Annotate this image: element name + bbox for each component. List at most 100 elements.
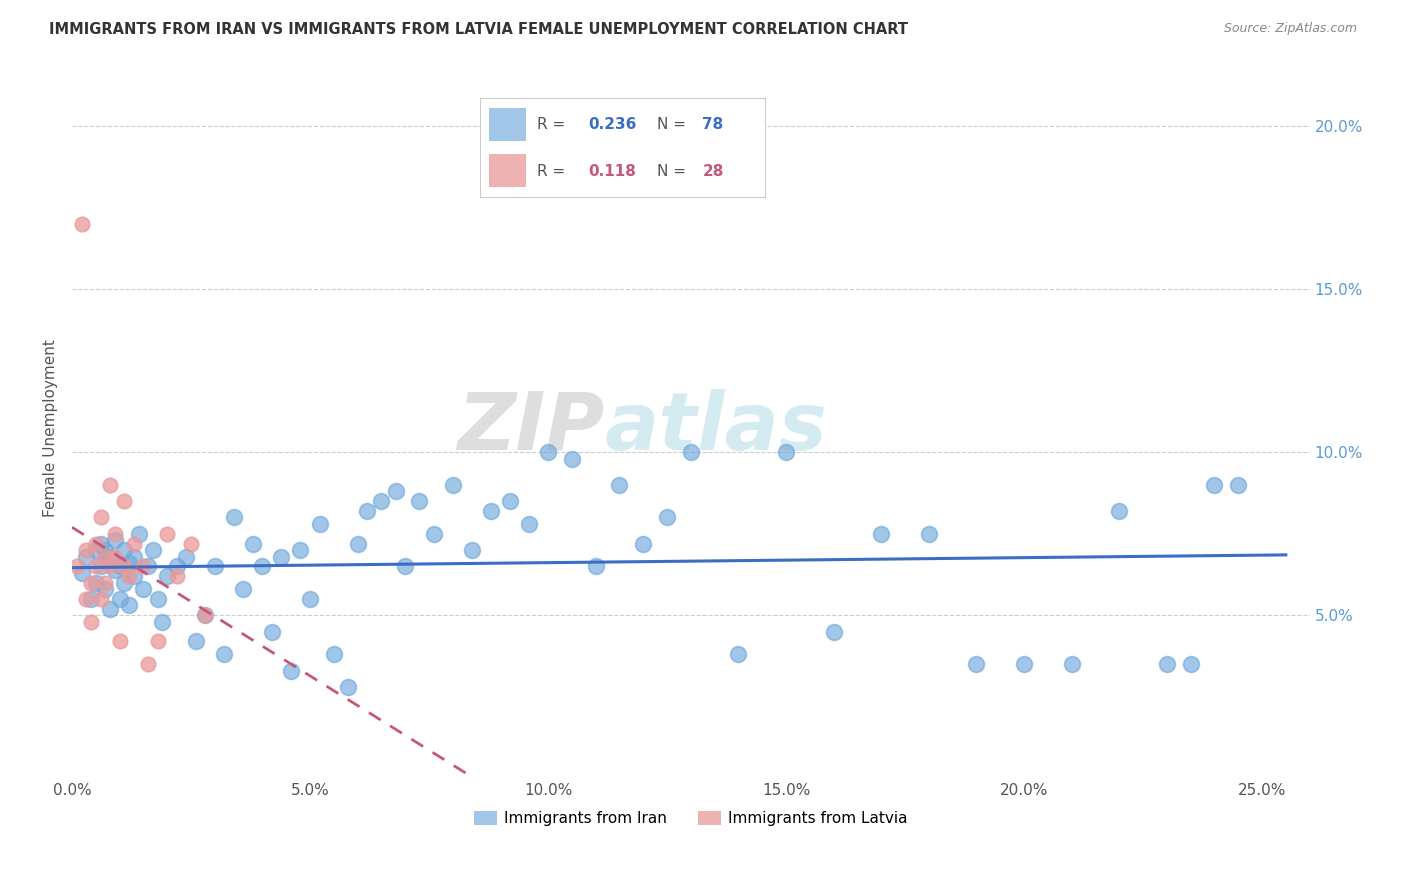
Immigrants from Iran [118,599,141,613]
Immigrants from Latvia [94,549,117,564]
Immigrants from Iran [122,549,145,564]
Immigrants from Latvia [90,591,112,606]
Immigrants from Iran [441,478,464,492]
Immigrants from Iran [1012,657,1035,672]
Immigrants from Latvia [166,569,188,583]
Immigrants from Iran [1156,657,1178,672]
Immigrants from Iran [156,569,179,583]
Immigrants from Iran [184,634,207,648]
Immigrants from Latvia [80,615,103,629]
Immigrants from Iran [152,615,174,629]
Y-axis label: Female Unemployment: Female Unemployment [44,339,58,516]
Immigrants from Iran [136,559,159,574]
Immigrants from Iran [222,510,245,524]
Immigrants from Latvia [156,526,179,541]
Immigrants from Latvia [104,526,127,541]
Immigrants from Latvia [70,217,93,231]
Immigrants from Iran [128,526,150,541]
Immigrants from Iran [84,543,107,558]
Immigrants from Latvia [136,657,159,672]
Immigrants from Iran [655,510,678,524]
Text: atlas: atlas [605,389,827,467]
Immigrants from Latvia [146,634,169,648]
Immigrants from Latvia [98,478,121,492]
Immigrants from Iran [1060,657,1083,672]
Immigrants from Latvia [66,559,89,574]
Immigrants from Latvia [98,559,121,574]
Immigrants from Latvia [84,536,107,550]
Immigrants from Iran [112,575,135,590]
Immigrants from Latvia [75,591,97,606]
Immigrants from Iran [174,549,197,564]
Immigrants from Iran [75,549,97,564]
Immigrants from Iran [870,526,893,541]
Immigrants from Iran [823,624,845,639]
Text: IMMIGRANTS FROM IRAN VS IMMIGRANTS FROM LATVIA FEMALE UNEMPLOYMENT CORRELATION C: IMMIGRANTS FROM IRAN VS IMMIGRANTS FROM … [49,22,908,37]
Immigrants from Iran [214,648,236,662]
Immigrants from Iran [84,575,107,590]
Immigrants from Iran [561,451,583,466]
Immigrants from Iran [585,559,607,574]
Immigrants from Latvia [112,494,135,508]
Immigrants from Iran [918,526,941,541]
Immigrants from Latvia [94,575,117,590]
Immigrants from Iran [204,559,226,574]
Immigrants from Iran [112,543,135,558]
Immigrants from Iran [337,680,360,694]
Immigrants from Iran [232,582,254,597]
Immigrants from Iran [280,664,302,678]
Immigrants from Iran [194,608,217,623]
Immigrants from Iran [537,445,560,459]
Immigrants from Latvia [118,569,141,583]
Immigrants from Latvia [108,634,131,648]
Text: Source: ZipAtlas.com: Source: ZipAtlas.com [1223,22,1357,36]
Immigrants from Latvia [90,510,112,524]
Immigrants from Latvia [122,536,145,550]
Immigrants from Latvia [180,536,202,550]
Immigrants from Iran [1204,478,1226,492]
Immigrants from Iran [308,516,330,531]
Immigrants from Iran [166,559,188,574]
Immigrants from Iran [104,563,127,577]
Immigrants from Iran [108,559,131,574]
Immigrants from Iran [965,657,987,672]
Immigrants from Iran [1108,504,1130,518]
Immigrants from Iran [423,526,446,541]
Immigrants from Iran [242,536,264,550]
Immigrants from Iran [679,445,702,459]
Immigrants from Iran [260,624,283,639]
Text: ZIP: ZIP [457,389,605,467]
Immigrants from Iran [94,543,117,558]
Immigrants from Iran [90,559,112,574]
Immigrants from Latvia [104,549,127,564]
Immigrants from Iran [90,536,112,550]
Immigrants from Iran [108,591,131,606]
Immigrants from Iran [727,648,749,662]
Immigrants from Iran [80,591,103,606]
Immigrants from Iran [346,536,368,550]
Immigrants from Iran [146,591,169,606]
Immigrants from Iran [98,601,121,615]
Immigrants from Iran [322,648,344,662]
Immigrants from Latvia [84,559,107,574]
Immigrants from Iran [118,556,141,570]
Immigrants from Latvia [194,608,217,623]
Immigrants from Iran [94,582,117,597]
Immigrants from Iran [408,494,430,508]
Immigrants from Iran [461,543,484,558]
Immigrants from Iran [499,494,522,508]
Immigrants from Iran [270,549,292,564]
Immigrants from Iran [631,536,654,550]
Immigrants from Iran [104,533,127,548]
Immigrants from Iran [609,478,631,492]
Immigrants from Iran [479,504,502,518]
Immigrants from Iran [290,543,312,558]
Immigrants from Iran [298,591,321,606]
Immigrants from Latvia [112,559,135,574]
Immigrants from Iran [142,543,165,558]
Immigrants from Latvia [132,559,155,574]
Immigrants from Latvia [80,575,103,590]
Immigrants from Iran [132,582,155,597]
Immigrants from Iran [775,445,797,459]
Immigrants from Iran [1180,657,1202,672]
